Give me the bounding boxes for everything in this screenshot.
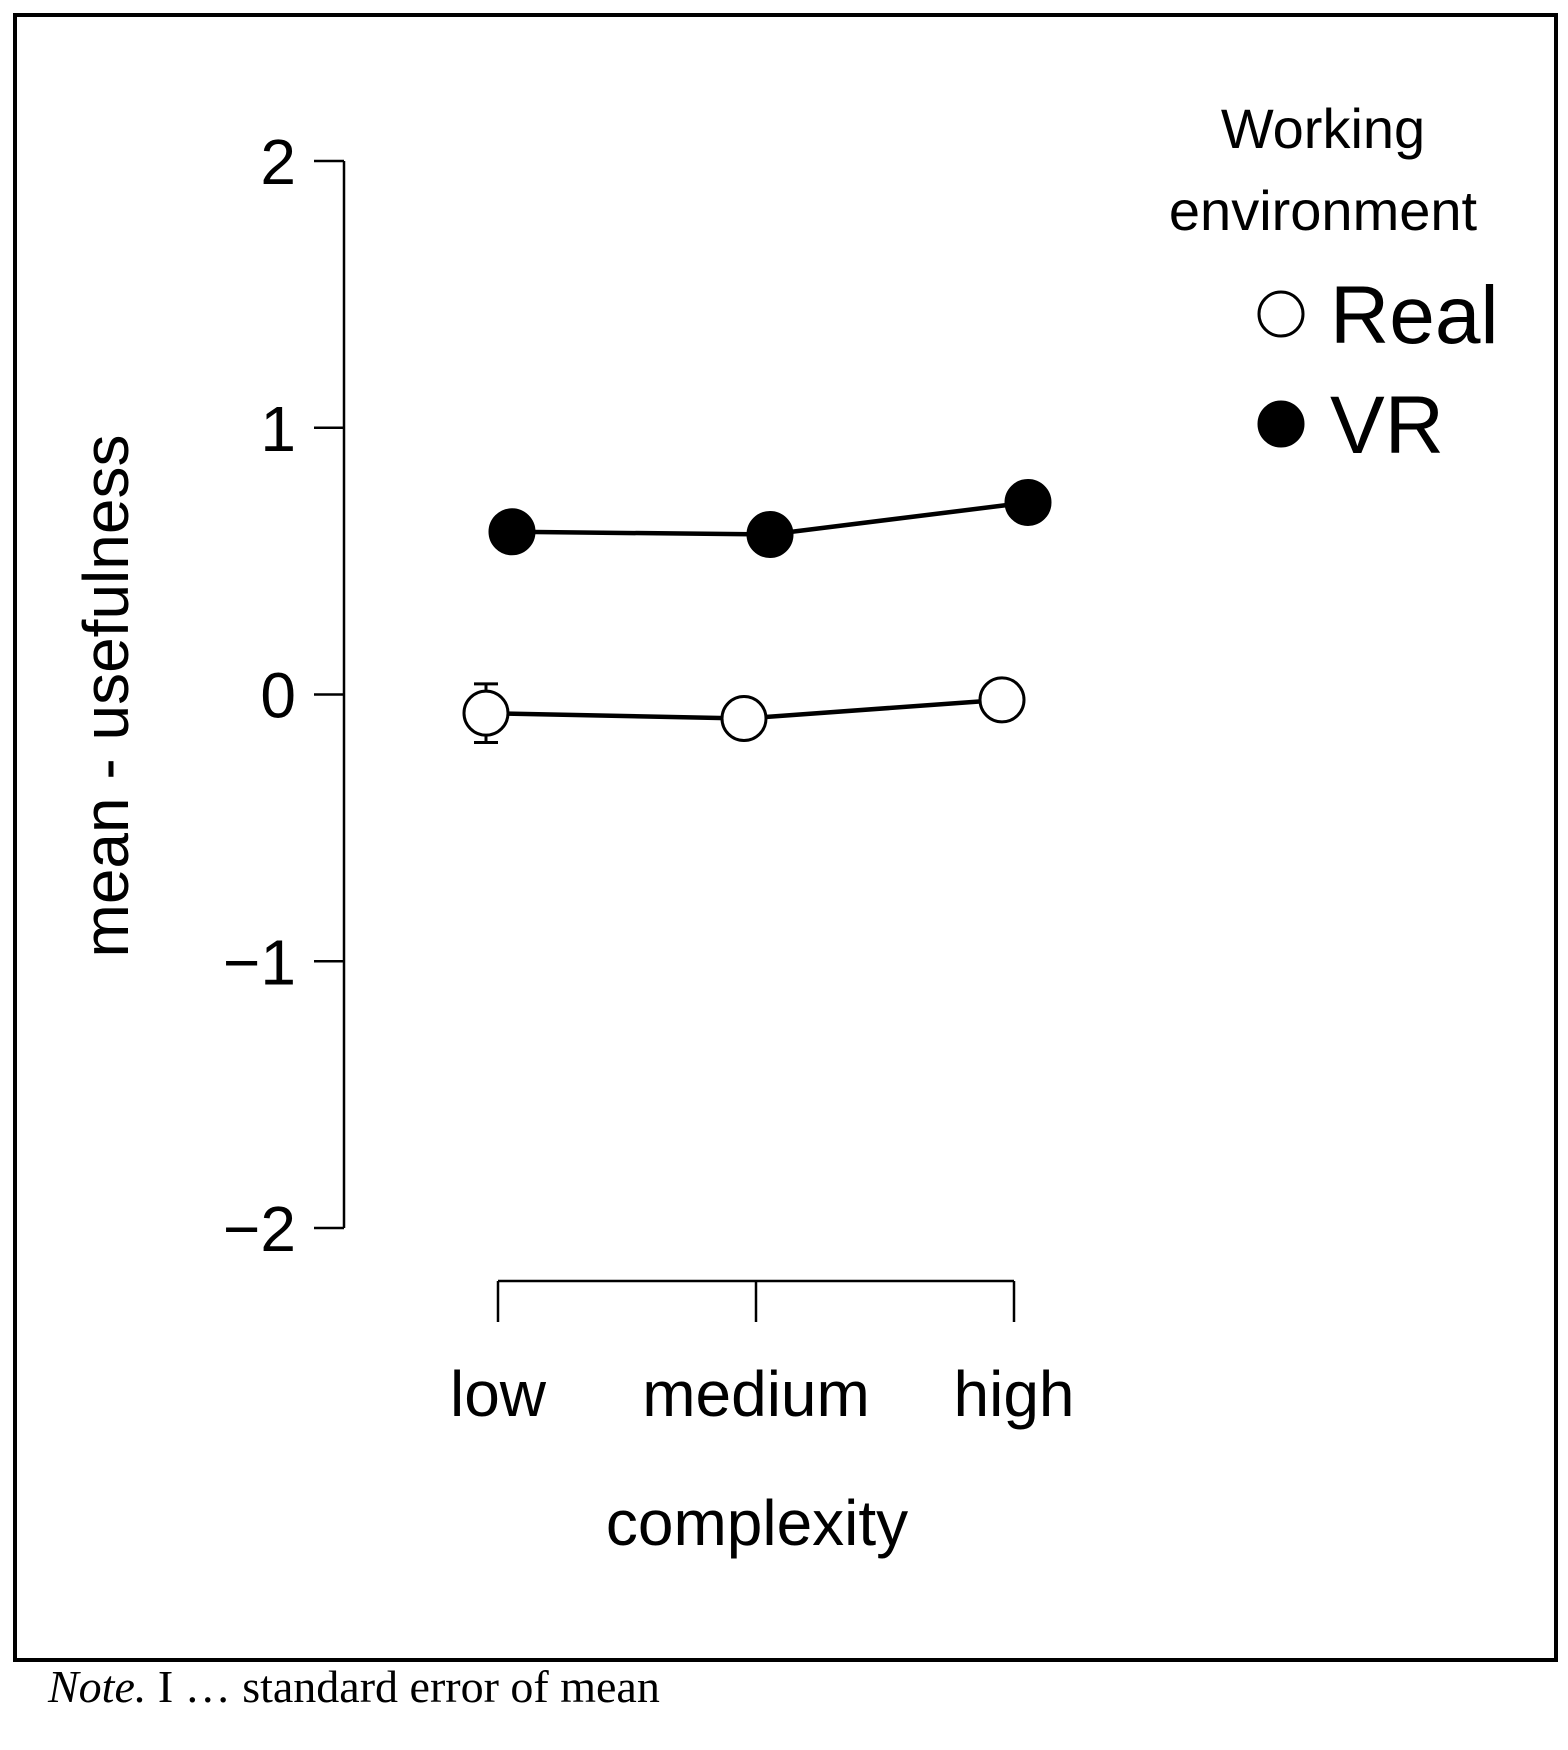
x-tick-label: high — [954, 1358, 1075, 1430]
data-point — [1004, 478, 1052, 526]
x-tick-label: medium — [642, 1358, 870, 1430]
y-tick-label: 1 — [260, 393, 296, 465]
legend: Working environment Real VR — [1169, 97, 1499, 471]
legend-title-line2: environment — [1169, 179, 1478, 242]
y-tick-label: −1 — [223, 926, 296, 998]
x-tick-label: low — [450, 1358, 547, 1430]
series-vr — [488, 478, 1052, 558]
legend-marker — [1257, 290, 1305, 338]
data-point — [978, 676, 1026, 724]
y-tick-label: 0 — [260, 660, 296, 732]
note-text: I … standard error of mean — [146, 1661, 660, 1712]
x-axis: low medium high — [450, 1279, 1075, 1430]
series-layer — [462, 478, 1052, 745]
x-axis-label: complexity — [606, 1487, 908, 1559]
legend-label: Real — [1330, 270, 1499, 361]
data-point — [720, 695, 768, 743]
note-label: Note. — [48, 1661, 147, 1712]
figure-note: Note. I … standard error of mean — [48, 1660, 660, 1713]
legend-title-line1: Working — [1221, 97, 1425, 160]
data-point — [488, 508, 536, 556]
y-tick-label: −2 — [223, 1193, 296, 1265]
legend-entries: Real VR — [1257, 270, 1499, 471]
data-point — [462, 689, 510, 737]
legend-marker — [1257, 400, 1305, 448]
legend-label: VR — [1330, 380, 1444, 471]
y-ticks: 2 1 0 −1 −2 — [223, 126, 344, 1265]
series-real — [462, 676, 1026, 745]
y-tick-label: 2 — [260, 126, 296, 198]
data-point — [746, 510, 794, 558]
figure-frame — [13, 13, 1558, 1662]
y-axis-label: mean - usefulness — [70, 435, 142, 958]
